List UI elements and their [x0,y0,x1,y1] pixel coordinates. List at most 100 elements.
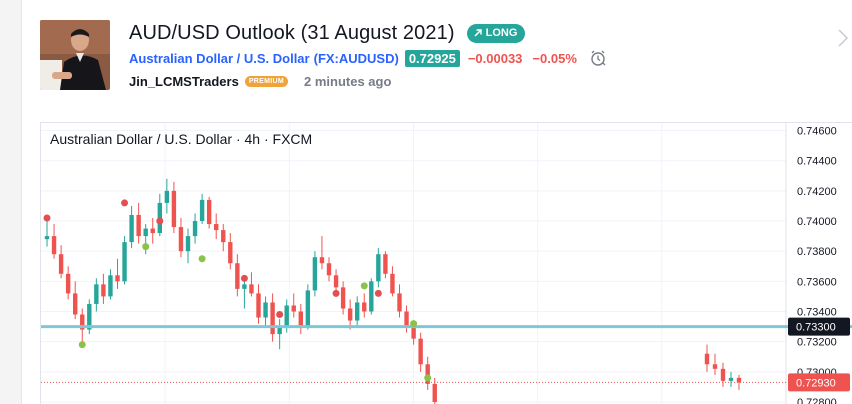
candle-body [425,364,430,384]
y-tick-label: 0.73600 [797,276,837,288]
last-price-label: 0.72930 [796,377,836,389]
y-tick-label: 0.74400 [797,156,837,168]
candle-body [228,242,233,264]
candle-body [326,263,332,276]
candle-body [143,228,148,237]
candle-body [270,302,275,335]
sell-signal-dot [240,274,248,282]
chart-title: Australian Dollar / U.S. Dollar · 4h · F… [50,131,313,147]
long-badge-label: LONG [485,27,518,39]
candle-body [312,257,318,291]
y-tick-label: 0.73800 [797,246,837,258]
candle-body [249,284,254,294]
buy-signal-dot [410,320,418,328]
candle-body [185,236,191,252]
candle-body [704,353,710,365]
last-price-tag [788,373,850,392]
candle-body [712,364,718,369]
price-change-percent: −0.05% [532,50,577,66]
candle-body [178,227,184,252]
candle-body [263,302,268,318]
candle-body [369,281,374,312]
candle-body [404,311,409,327]
candle-body [291,305,296,312]
support-price-label: 0.73300 [796,322,836,334]
candle-body [221,230,226,243]
candle-body [432,383,437,402]
candle-body [94,284,99,304]
y-tick-label: 0.74000 [797,216,837,228]
price-chart[interactable]: 0.74600 0.74400 0.74200 0.74000 0.73800 0.736… [41,123,852,404]
candle-body [44,236,50,240]
candle-body [101,284,106,297]
candle-body [418,338,423,365]
candle-body [397,293,402,312]
buy-signal-dot [78,341,86,349]
y-tick-label: 0.73400 [797,307,837,319]
candle-body [192,221,198,237]
sell-signal-dot [374,289,382,297]
candle-body [305,290,311,327]
buy-signal-dot [198,255,206,263]
candle-body [284,305,289,327]
sell-signal-dot [276,311,284,319]
author-avatar[interactable] [40,20,110,90]
left-rail [0,0,22,404]
candle-body [136,214,141,237]
candle-body [58,254,64,274]
premium-badge: PREMIUM [244,75,288,87]
candle-body [73,293,78,315]
alarm-clock-icon[interactable] [589,49,607,67]
buy-signal-dot [360,282,368,290]
buy-signal-dot [424,374,432,382]
y-tick-label: 0.74600 [797,126,837,138]
candle-body [319,257,325,264]
current-price: 0.72925 [404,49,460,67]
candle-body [376,254,381,282]
candle-body [347,308,353,321]
y-tick-label: 0.74200 [797,186,837,198]
candle-body [164,190,170,203]
idea-title-row: AUD/USD Outlook (31 August 2021) LONG [129,18,526,48]
candle-body [51,236,57,255]
chevron-right-icon[interactable] [836,26,850,50]
candle-body [390,273,395,294]
arrow-up-right-icon [474,29,482,37]
sell-signal-dot [332,289,340,297]
published-time: 2 minutes ago [303,73,392,89]
candle-body [340,287,346,309]
candle-body [199,199,205,222]
symbol-row: Australian Dollar / U.S. Dollar (FX:AUDU… [129,48,607,68]
candle-body [277,326,282,335]
candle-body [108,275,113,297]
candle-body [65,273,71,294]
candle-body [206,199,212,225]
candle-body [411,326,416,339]
author-name-link[interactable]: Jin_LCMSTraders [129,73,239,89]
symbol-ticker-link[interactable]: (FX:AUDUSD) [313,50,399,66]
candle-body [214,224,219,231]
y-tick-label: 0.72800 [797,397,837,404]
candle-body [122,242,127,282]
candle-body [736,377,742,383]
author-row: Jin_LCMSTraders PREMIUM 2 minutes ago [129,72,391,90]
support-price-tag [788,317,850,336]
candle-body [171,190,177,228]
candle-body [235,263,240,289]
sell-signal-dot [156,217,164,225]
candle-body [87,303,92,330]
candle-body [355,302,360,321]
candle-body [115,275,120,282]
candle-body [333,275,339,288]
chart-panel[interactable]: 0.74600 0.74400 0.74200 0.74000 0.73800 0.736… [40,122,852,404]
price-change: −0.00033 [467,50,523,66]
candle-body [298,311,303,327]
candle-body [129,214,134,243]
candle-body [242,284,247,289]
symbol-name-link[interactable]: Australian Dollar / U.S. Dollar [129,50,310,66]
candle-body [383,254,388,274]
sell-signal-dot [121,199,129,207]
candle-body [728,377,734,381]
candle-body [362,302,367,312]
